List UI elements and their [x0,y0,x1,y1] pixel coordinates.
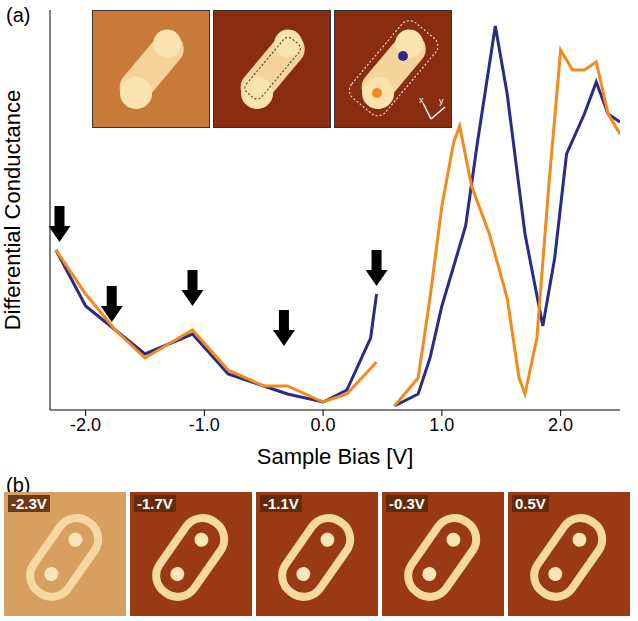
html-text:0.5V: 0.5V [515,495,546,512]
svg-text:-1.0: -1.0 [189,415,220,435]
html-text:-1.7V: -1.7V [137,495,173,512]
svg-text:-2.0: -2.0 [70,415,101,435]
svg-text:Differential Conductance: Differential Conductance [0,90,25,331]
svg-text:0.0: 0.0 [311,415,336,435]
svg-text:Sample Bias [V]: Sample Bias [V] [257,444,414,469]
svg-text:2.0: 2.0 [548,415,573,435]
svg-text:1.0: 1.0 [429,415,454,435]
html-text:(b): (b) [6,474,31,496]
html-text:-0.3V: -0.3V [389,495,425,512]
html-text:-1.1V: -1.1V [263,495,299,512]
svg-text:x: x [419,95,424,105]
html-text:(a): (a) [6,4,31,26]
svg-text:y: y [439,96,444,106]
html-text:-2.3V: -2.3V [11,495,47,512]
